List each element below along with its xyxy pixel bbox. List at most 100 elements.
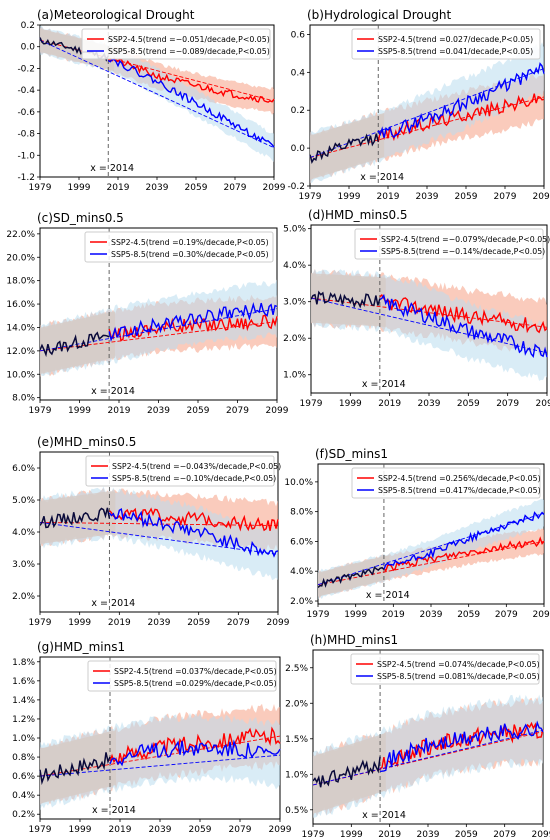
y-tick-label: 0.2 bbox=[291, 106, 305, 116]
series-line-ssp585 bbox=[109, 739, 281, 767]
y-tick-label: 22.0% bbox=[6, 230, 35, 240]
x-tick-label: 2039 bbox=[418, 399, 441, 409]
x-tick-label: 2019 bbox=[108, 406, 131, 416]
y-tick-label: 1.0% bbox=[285, 770, 308, 780]
trend-line-ssp245 bbox=[39, 521, 279, 527]
x-tick-label: 1999 bbox=[344, 610, 367, 620]
chart-panel-5: 1979 1999 2019 2039 2059 2079 2099 6.0% 5.0% 4.0%… bbox=[12, 435, 290, 628]
trend-line-ssp245 bbox=[309, 96, 545, 159]
series-line-ssp585 bbox=[107, 58, 275, 148]
historical-band bbox=[40, 311, 116, 375]
y-tick-label: -0.4 bbox=[17, 86, 35, 96]
y-tick-label: 2.0% bbox=[285, 699, 308, 709]
x-tick-label: 2079 bbox=[229, 825, 252, 835]
trend-line-ssp245 bbox=[39, 39, 275, 102]
y-tick-label: 4.0% bbox=[12, 528, 35, 538]
reference-line-label: x = 2014 bbox=[362, 810, 406, 821]
series-line-historical bbox=[310, 290, 381, 309]
series-line-ssp585 bbox=[383, 511, 545, 570]
x-tick-label: 2019 bbox=[378, 830, 401, 840]
legend-box bbox=[351, 28, 541, 60]
chart-title: (g)HMD_mins1 bbox=[37, 640, 125, 654]
y-tick-label: 1.0% bbox=[283, 371, 306, 381]
x-tick-label: 2039 bbox=[149, 825, 172, 835]
x-tick-label: 2019 bbox=[108, 618, 131, 628]
legend-label-ssp245: SSP2-4.5(trend =−0.043%/decade,P<0.05) bbox=[112, 462, 281, 471]
reference-line-label: x = 2014 bbox=[360, 172, 404, 183]
series-line-ssp585 bbox=[108, 301, 278, 342]
x-tick-label: 1979 bbox=[29, 618, 52, 628]
y-tick-label: 2.0% bbox=[283, 334, 306, 344]
y-tick-label: 3.0% bbox=[283, 298, 306, 308]
x-tick-label: 2039 bbox=[420, 610, 443, 620]
x-tick-label: 1999 bbox=[339, 399, 362, 409]
legend-label-ssp585: SSP5-8.5(trend =−0.089/decade,P<0.05) bbox=[108, 47, 270, 56]
y-tick-label: 5.0% bbox=[12, 496, 35, 506]
historical-band bbox=[40, 730, 116, 804]
y-tick-label: 4.0% bbox=[283, 261, 306, 271]
trend-line-ssp585 bbox=[39, 521, 279, 555]
y-tick-label: 1.6% bbox=[12, 677, 35, 687]
x-tick-label: 1979 bbox=[299, 192, 322, 202]
reference-line-label: x = 2014 bbox=[362, 379, 406, 390]
chart-panel-3: 1979 1999 2019 2039 2059 2079 2099 22.0% 20.0% 18… bbox=[6, 211, 288, 416]
trend-line-ssp585 bbox=[39, 754, 281, 777]
y-tick-label: 12.0% bbox=[6, 347, 35, 357]
y-tick-label: 6.0% bbox=[12, 464, 35, 474]
x-tick-label: 2059 bbox=[189, 825, 212, 835]
x-tick-label: 1999 bbox=[340, 830, 363, 840]
legend-label-ssp585: SSP5-8.5(trend =0.081%/decade,P<0.05) bbox=[377, 672, 540, 681]
y-tick-label: 0.0 bbox=[21, 43, 36, 53]
x-tick-label: 2019 bbox=[109, 825, 132, 835]
series-line-ssp245 bbox=[377, 93, 545, 143]
chart-panel-2: 1979 1999 2019 2039 2059 2079 2099 0.6 0.4 0.2 0.0… bbox=[287, 8, 550, 202]
y-tick-label: -1.0 bbox=[17, 151, 35, 161]
x-tick-label: 2039 bbox=[416, 192, 439, 202]
x-tick-label: 2039 bbox=[417, 830, 440, 840]
chart-panel-4: 1979 1999 2019 2039 2059 2079 2099 5.0% 4.0% 3.0%… bbox=[283, 208, 550, 409]
legend-label-ssp585: SSP5-8.5(trend =0.30%/decade,P<0.05) bbox=[111, 250, 269, 259]
x-tick-label: 2019 bbox=[378, 399, 401, 409]
y-tick-label: 0.4% bbox=[12, 791, 35, 801]
x-tick-label: 1999 bbox=[69, 825, 92, 835]
y-tick-label: 0.4 bbox=[291, 68, 306, 78]
x-tick-label: 2099 bbox=[532, 830, 550, 840]
y-tick-label: 0.6% bbox=[12, 772, 35, 782]
x-tick-label: 2079 bbox=[495, 610, 518, 620]
legend-box bbox=[354, 228, 544, 260]
trend-line-ssp585 bbox=[39, 39, 275, 149]
x-tick-label: 2079 bbox=[496, 399, 519, 409]
x-tick-label: 1979 bbox=[300, 399, 323, 409]
series-line-historical bbox=[39, 331, 110, 358]
y-tick-label: 1.5% bbox=[285, 735, 308, 745]
y-tick-label: 1.0% bbox=[12, 734, 35, 744]
chart-title: (d)HMD_mins0.5 bbox=[308, 208, 408, 222]
chart-title: (e)MHD_mins0.5 bbox=[37, 435, 136, 449]
y-tick-label: -0.2 bbox=[17, 64, 35, 74]
trend-line-ssp245 bbox=[317, 541, 545, 586]
y-tick-label: 0.5% bbox=[285, 806, 308, 816]
x-tick-label: 2059 bbox=[457, 399, 480, 409]
x-tick-label: 2059 bbox=[185, 183, 208, 193]
y-tick-label: 16.0% bbox=[6, 300, 35, 310]
y-tick-label: 0.8% bbox=[12, 753, 35, 763]
x-tick-label: 2039 bbox=[148, 618, 171, 628]
y-tick-label: 3.0% bbox=[12, 560, 35, 570]
y-tick-label: 14.0% bbox=[6, 323, 35, 333]
chart-panel-7: 1979 1999 2019 2039 2059 2079 2099 1.8% 1.6% 1.4%… bbox=[12, 640, 292, 835]
y-tick-label: 1.8% bbox=[12, 658, 35, 668]
y-tick-label: 5.0% bbox=[283, 225, 306, 235]
chart-panel-8: 1979 1999 2019 2039 2059 2079 2099 2.5% 2.0% 1.5%… bbox=[285, 633, 550, 840]
chart-panel-6: 1979 1999 2019 2039 2059 2079 2099 10.0% 8.0% 6.0… bbox=[284, 447, 550, 620]
chart-title: (a)Meteorological Drought bbox=[37, 8, 195, 22]
x-tick-label: 1999 bbox=[68, 406, 91, 416]
x-tick-label: 2079 bbox=[226, 406, 249, 416]
x-tick-label: 2079 bbox=[494, 192, 517, 202]
trend-line-ssp585 bbox=[310, 297, 548, 354]
y-tick-label: 4.0% bbox=[290, 567, 313, 577]
legend-label-ssp245: SSP2-4.5(trend =−0.079%/decade,P<0.05) bbox=[381, 235, 550, 244]
reference-line-label: x = 2014 bbox=[90, 163, 134, 174]
legend-label-ssp245: SSP2-4.5(trend =−0.051/decade,P<0.05) bbox=[108, 35, 270, 44]
x-tick-label: 2079 bbox=[227, 618, 250, 628]
